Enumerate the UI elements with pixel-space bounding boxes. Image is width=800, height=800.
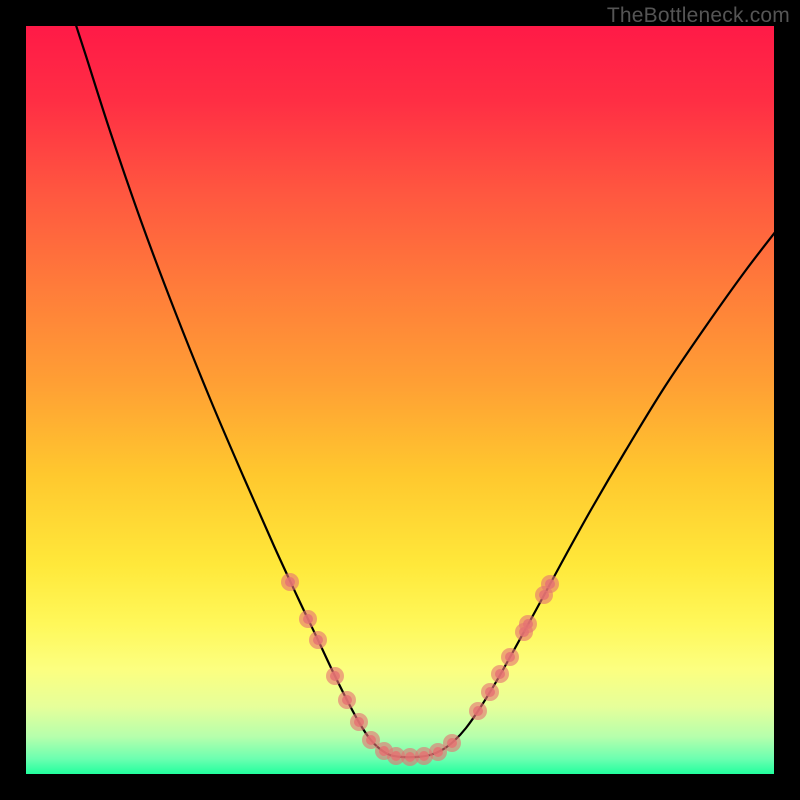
bottleneck-chart: TheBottleneck.com bbox=[0, 0, 800, 800]
curve-layer bbox=[26, 26, 774, 774]
curve-markers bbox=[281, 573, 559, 766]
bottleneck-curve bbox=[73, 26, 774, 757]
watermark-text: TheBottleneck.com bbox=[607, 4, 790, 28]
plot-area bbox=[26, 26, 774, 774]
